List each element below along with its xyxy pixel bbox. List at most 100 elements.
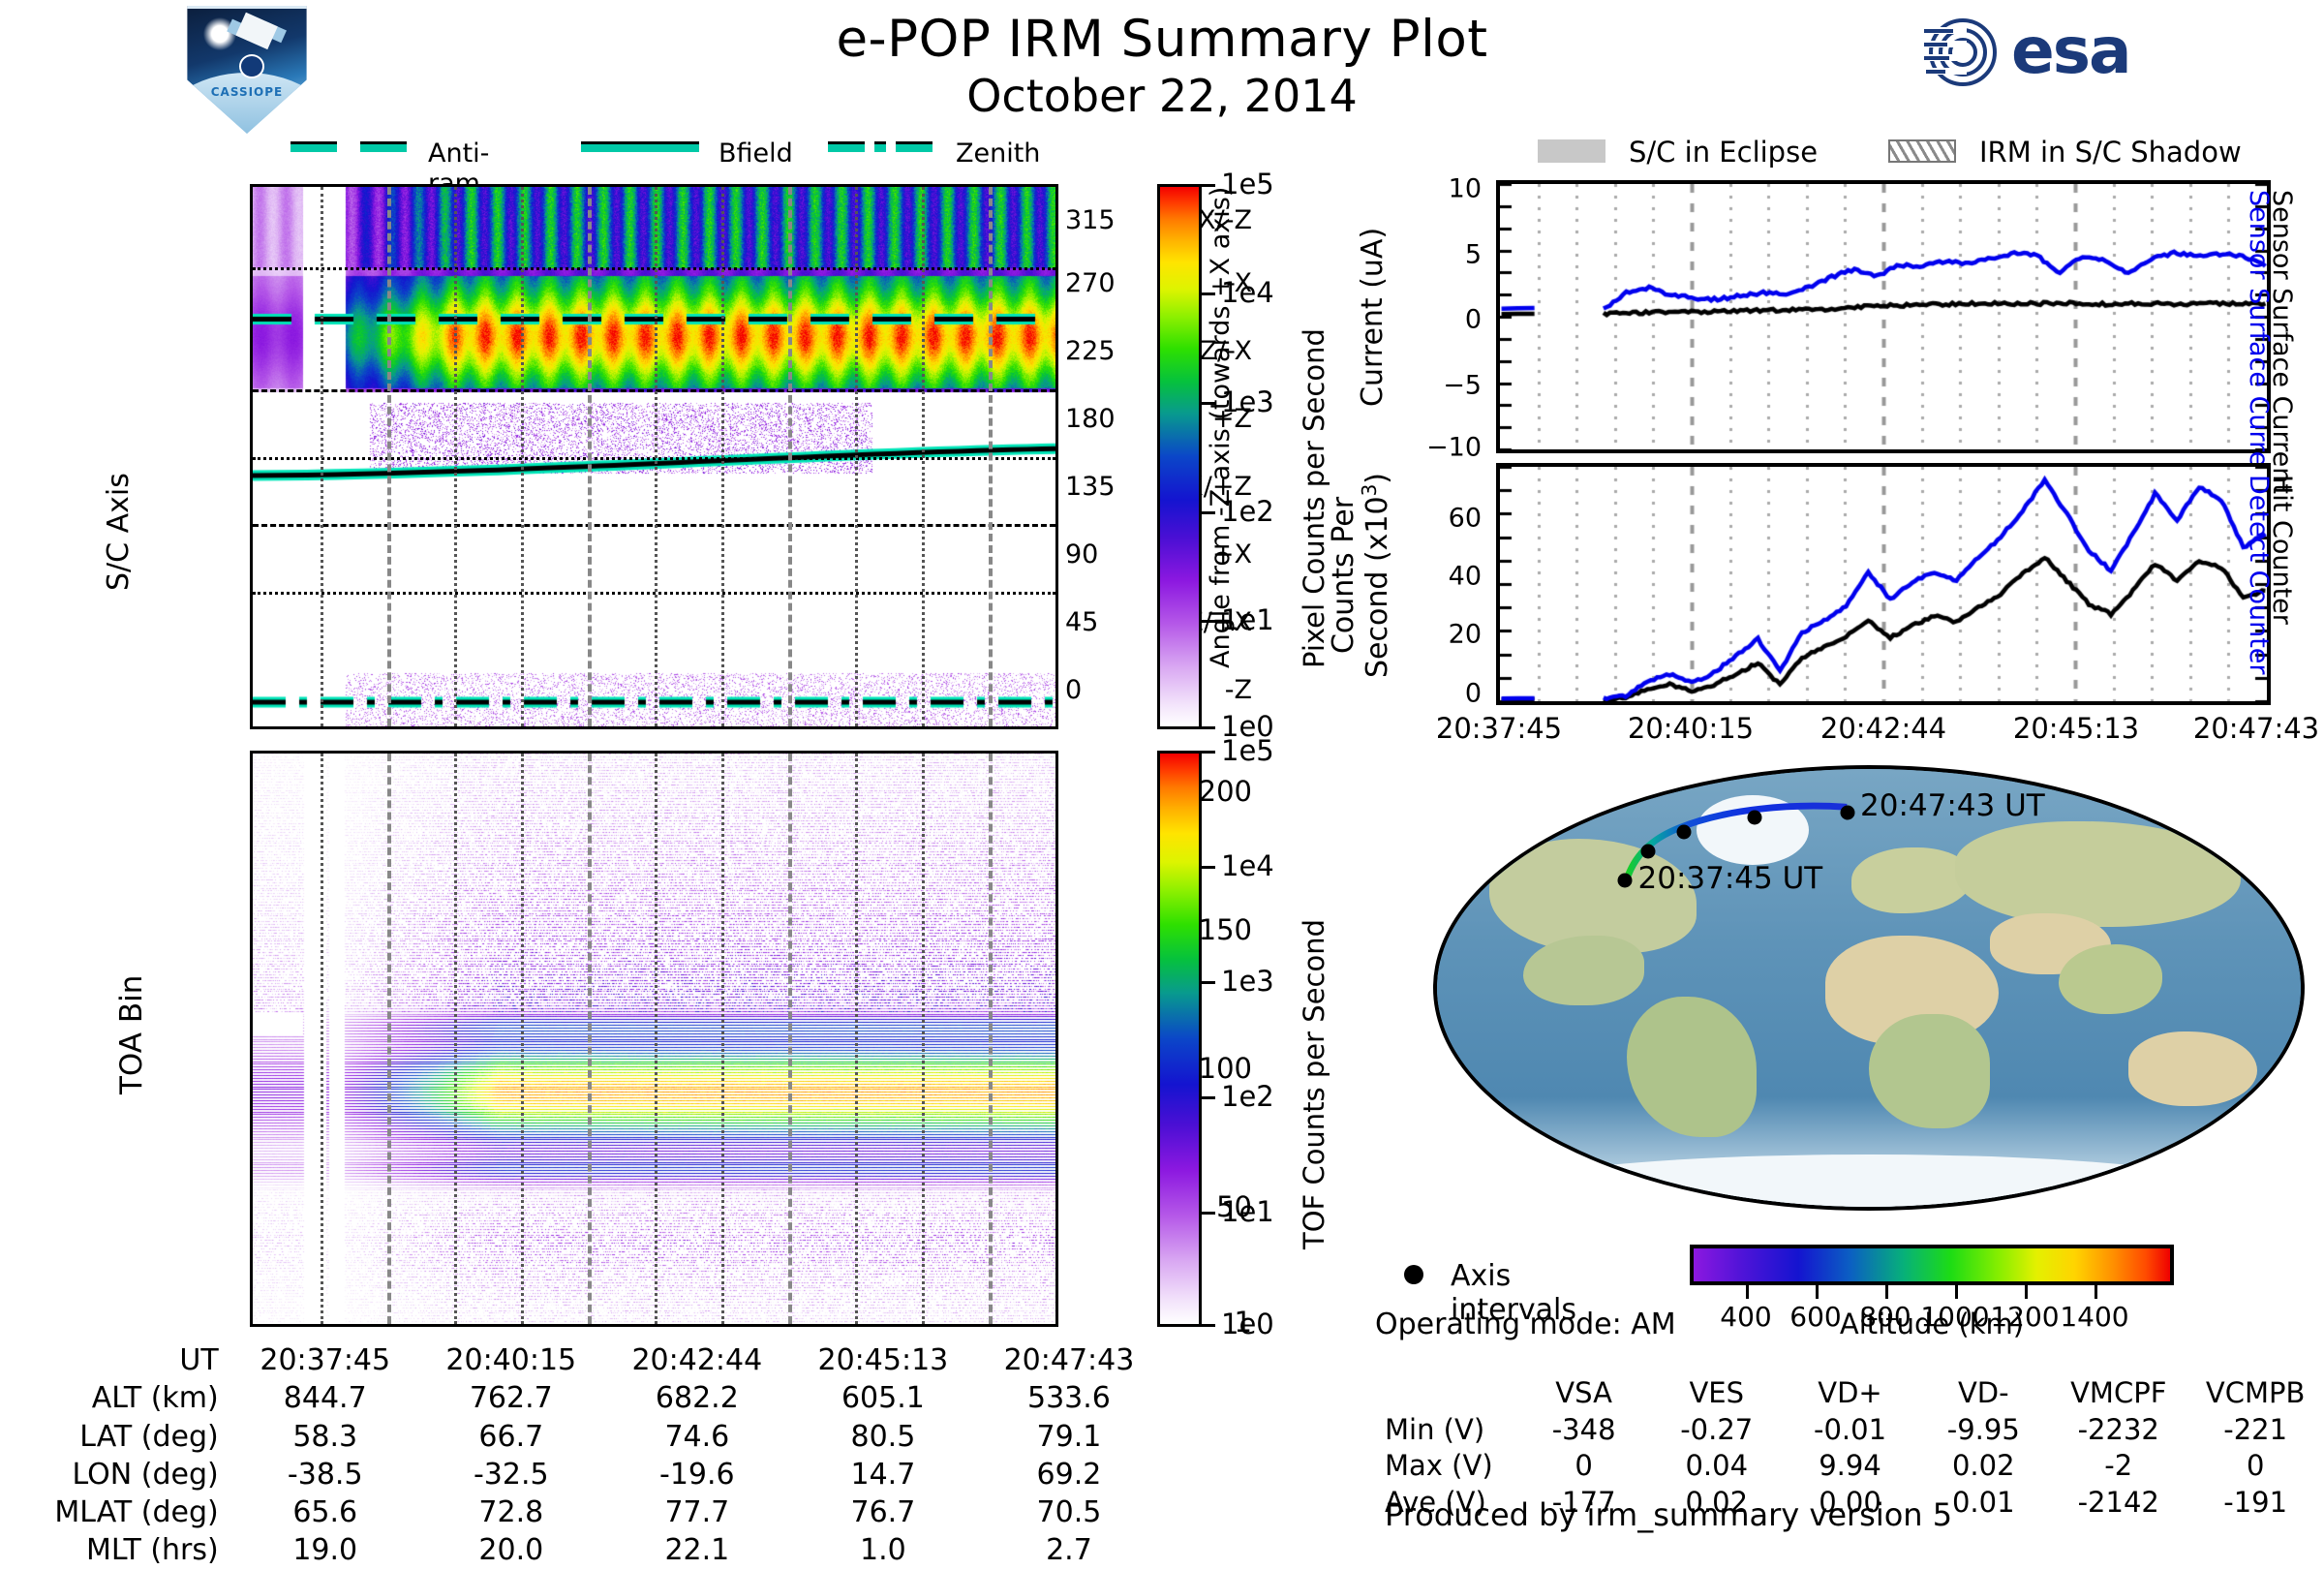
esa-mark-icon <box>1922 18 1997 86</box>
land-asia <box>1955 821 2241 927</box>
current-ytick-m10: −10 <box>1426 432 1482 463</box>
toa-ytick-150: 150 <box>1198 913 1252 946</box>
sc-axis-ytick-7: -Z <box>1224 675 1252 705</box>
altitude-colorbar[interactable] <box>1690 1245 2174 1285</box>
gridline-v <box>855 754 858 1324</box>
vtable-col-vsa: VSA <box>1555 1376 1612 1409</box>
land-australia <box>2127 1031 2258 1107</box>
angle-ytick-225: 225 <box>1065 336 1116 366</box>
vtable-min-vsa: -348 <box>1551 1412 1616 1446</box>
vtable-ave-ves: 0.02 <box>1685 1486 1749 1520</box>
row-label-mlt: MLT (hrs) <box>86 1533 219 1568</box>
cbarA-tick-1e2: 1e2 <box>1221 495 1274 528</box>
tof-colorbar-label: TOF Counts per Second <box>1298 918 1330 1249</box>
cell-mlat-3: 76.7 <box>850 1495 916 1530</box>
current-chart-canvas <box>1500 184 2267 449</box>
gridline-h <box>253 524 1055 527</box>
gridline-h <box>253 267 1055 270</box>
cell-alt-2: 682.2 <box>655 1381 739 1416</box>
cell-lat-0: 58.3 <box>292 1419 358 1454</box>
gridline-h <box>253 457 1055 460</box>
gridline-v-major <box>387 754 391 1324</box>
sc-axis-ytick-3: +Z <box>1211 404 1252 434</box>
table-row-alt: ALT (km) 844.7 762.7 682.2 605.1 533.6 <box>19 1379 1162 1417</box>
vtable-col-vdp: VD+ <box>1818 1376 1882 1409</box>
counts-timeseries-chart[interactable] <box>1496 463 2271 705</box>
angle-ytick-0: 0 <box>1065 675 1083 705</box>
angle-ytick-135: 135 <box>1065 472 1116 502</box>
cell-lat-2: 74.6 <box>664 1419 730 1454</box>
cbarA-tick-1e3: 1e3 <box>1221 385 1274 418</box>
vtable-max-ves: 0.04 <box>1685 1449 1749 1483</box>
gridline-v <box>321 754 323 1324</box>
pixel-counts-colorbar[interactable] <box>1157 184 1202 729</box>
angle-ytick-315: 315 <box>1065 205 1116 235</box>
cell-alt-1: 762.7 <box>469 1381 553 1416</box>
vtable-row-min: Min (V) -348 -0.27 -0.01 -9.95 -2232 -22… <box>1385 1412 2324 1449</box>
gridline-v-major <box>989 187 993 726</box>
cbarB-tick-1e0: 1e0 <box>1221 1308 1274 1340</box>
gridline-v-major <box>588 754 592 1324</box>
toa-bin-spectrogram[interactable] <box>250 751 1058 1327</box>
angle-ytick-180: 180 <box>1065 404 1116 434</box>
vtable-header-row: VSA VES VD+ VD- VMCPF VCMPB <box>1385 1375 2324 1412</box>
angle-ytick-270: 270 <box>1065 268 1116 298</box>
page-subtitle: October 22, 2014 <box>966 70 1358 122</box>
track-point-3 <box>1747 810 1762 825</box>
land-india <box>2059 943 2163 1015</box>
legend-label-zenith: Zenith <box>956 139 1041 169</box>
logo-earth-shape <box>187 72 307 134</box>
tof-counts-colorbar[interactable] <box>1157 751 1202 1327</box>
orbit-ground-track-map[interactable]: 20:37:45 UT 20:47:43 UT <box>1433 765 2305 1211</box>
gridline-v <box>454 187 457 726</box>
cell-ut-1: 20:40:15 <box>445 1343 577 1377</box>
ts-xtick-4: 20:47:43 <box>2192 712 2320 745</box>
timeseries-legend: S/C in Eclipse IRM in S/C Shadow <box>1511 136 2324 169</box>
eclipse-swatch-icon <box>1538 139 1605 163</box>
cbarA-tick-1e4: 1e4 <box>1221 276 1274 309</box>
cell-ut-0: 20:37:45 <box>260 1343 391 1377</box>
row-label-mlat: MLAT (deg) <box>54 1495 219 1530</box>
angle-ytick-90: 90 <box>1065 539 1099 570</box>
cell-mlat-0: 65.6 <box>292 1495 358 1530</box>
spectrogram-legend: Anti-ram Bfield Zenith <box>290 139 1040 199</box>
sc-axis-spectrogram[interactable] <box>250 184 1058 729</box>
row-label-alt: ALT (km) <box>91 1381 219 1416</box>
counts-ytick-40: 40 <box>1448 561 1482 592</box>
row-label-lon: LON (deg) <box>72 1457 219 1492</box>
gridline-v <box>922 754 925 1324</box>
ts-xtick-0: 20:37:45 <box>1435 712 1563 745</box>
cbarA-tick-1e5: 1e5 <box>1221 168 1274 200</box>
vtable-min-vdm: -9.95 <box>1946 1412 2020 1446</box>
row-label-ut: UT <box>179 1343 219 1377</box>
vtable-rowlabel-ave: Ave (V) <box>1385 1486 1486 1520</box>
current-ytick-0: 0 <box>1464 304 1482 335</box>
pixel-colorbar-ticks: 1e5 1e4 1e3 1e2 1e1 1e0 <box>1157 168 1274 743</box>
table-row-lat: LAT (deg) 58.3 66.7 74.6 80.5 79.1 <box>19 1418 1162 1456</box>
esa-logo: esa <box>1922 10 2213 97</box>
gridline-v <box>855 187 858 726</box>
sc-axis-spectrogram-canvas <box>253 187 1055 726</box>
cell-lon-3: 14.7 <box>850 1457 916 1492</box>
gridline-v <box>922 187 925 726</box>
altbar-tick-800: 800 <box>1859 1301 1911 1333</box>
voltage-summary-table: VSA VES VD+ VD- VMCPF VCMPB Min (V) -348… <box>1385 1375 2324 1522</box>
cell-lon-4: 69.2 <box>1036 1457 1102 1492</box>
cbarB-tick-1e1: 1e1 <box>1221 1195 1274 1228</box>
gridline-v <box>721 754 724 1324</box>
cell-ut-2: 20:42:44 <box>631 1343 763 1377</box>
gridline-v <box>321 187 323 726</box>
logo-satellite-icon <box>234 12 278 50</box>
axis-interval-dot-icon <box>1404 1265 1423 1284</box>
legend-label-bfield: Bfield <box>719 139 793 169</box>
current-timeseries-chart[interactable] <box>1496 180 2271 453</box>
cell-lat-1: 66.7 <box>478 1419 544 1454</box>
gridline-v <box>655 187 657 726</box>
shadow-hatch-swatch-icon <box>1888 139 1956 163</box>
row-label-lat: LAT (deg) <box>79 1419 219 1454</box>
toa-ylabel: TOA Bin <box>114 974 149 1094</box>
toa-ytick-200: 200 <box>1198 775 1252 808</box>
cell-alt-3: 605.1 <box>841 1381 925 1416</box>
produced-by-footer: Produced by irm_summary version 5 <box>1385 1496 1953 1533</box>
current-ytick-m5: −5 <box>1443 370 1482 401</box>
